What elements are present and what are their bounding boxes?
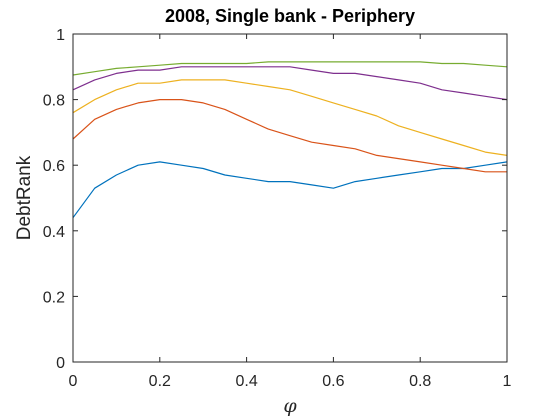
y-tick-label: 0.6 bbox=[43, 158, 65, 175]
x-tick-label: 0.2 bbox=[149, 373, 171, 390]
series-line-5 bbox=[72, 61, 508, 76]
series-line-3 bbox=[72, 79, 508, 156]
series-layer bbox=[72, 61, 508, 219]
x-tick-label: 1 bbox=[503, 373, 512, 390]
series-line-4 bbox=[72, 66, 508, 101]
axes-box bbox=[72, 33, 508, 363]
series-line-2 bbox=[72, 98, 507, 173]
series-line-1 bbox=[72, 161, 508, 219]
plot-area bbox=[73, 34, 507, 362]
x-tick-label: 0.4 bbox=[235, 373, 257, 390]
y-tick-label: 0.4 bbox=[43, 224, 65, 241]
axes-layer: 0 0.2 0.4 0.6 0.8 1 0 0.2 0.4 0.6 0.8 1 bbox=[43, 27, 512, 390]
y-tick-label: 0 bbox=[56, 355, 65, 372]
y-tick-label: 0.2 bbox=[43, 289, 65, 306]
chart-title: 2008, Single bank - Periphery bbox=[165, 6, 415, 26]
y-tick-label: 1 bbox=[56, 27, 65, 44]
y-tick-label: 0.8 bbox=[43, 93, 65, 110]
x-tick-label: 0.6 bbox=[322, 373, 344, 390]
x-tick-label: 0.8 bbox=[409, 373, 431, 390]
x-axis-label: φ bbox=[283, 395, 297, 417]
x-tick-label: 0 bbox=[69, 373, 78, 390]
y-axis-label: DebtRank bbox=[14, 155, 35, 240]
